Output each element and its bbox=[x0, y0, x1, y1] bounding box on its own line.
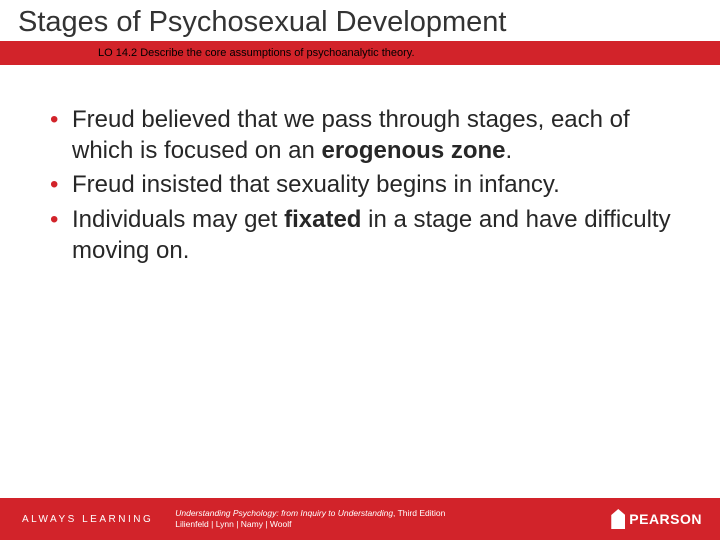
book-authors: Lilienfeld | Lynn | Namy | Woolf bbox=[175, 519, 445, 530]
bullet-text-pre: Individuals may get bbox=[72, 206, 284, 233]
book-title: Understanding Psychology: from Inquiry t… bbox=[175, 508, 393, 518]
book-line-1: Understanding Psychology: from Inquiry t… bbox=[175, 508, 445, 519]
book-citation: Understanding Psychology: from Inquiry t… bbox=[175, 508, 445, 530]
bullet-text-bold: erogenous zone bbox=[321, 137, 505, 164]
learning-objective-band: LO 14.2 Describe the core assumptions of… bbox=[0, 41, 720, 65]
bullet-item: Individuals may get fixated in a stage a… bbox=[50, 205, 690, 266]
footer-left: ALWAYS LEARNING Understanding Psychology… bbox=[22, 508, 445, 530]
slide-footer: ALWAYS LEARNING Understanding Psychology… bbox=[0, 498, 720, 540]
pearson-mark-icon bbox=[611, 509, 625, 529]
bullet-text-pre: Freud insisted that sexuality begins in … bbox=[72, 171, 560, 198]
learning-objective-text: LO 14.2 Describe the core assumptions of… bbox=[98, 47, 415, 59]
book-edition: , Third Edition bbox=[393, 508, 445, 518]
slide-body: Freud believed that we pass through stag… bbox=[0, 65, 720, 498]
always-learning-tagline: ALWAYS LEARNING bbox=[22, 514, 153, 525]
publisher-name: PEARSON bbox=[629, 511, 702, 527]
publisher-logo: PEARSON bbox=[611, 509, 702, 529]
bullet-item: Freud believed that we pass through stag… bbox=[50, 105, 690, 166]
bullet-item: Freud insisted that sexuality begins in … bbox=[50, 170, 690, 201]
bullet-list: Freud believed that we pass through stag… bbox=[50, 105, 690, 267]
slide-title: Stages of Psychosexual Development bbox=[0, 6, 720, 41]
bullet-text-bold: fixated bbox=[284, 206, 361, 233]
slide-header: Stages of Psychosexual Development LO 14… bbox=[0, 0, 720, 65]
slide: Stages of Psychosexual Development LO 14… bbox=[0, 0, 720, 540]
bullet-text-post: . bbox=[506, 137, 513, 164]
